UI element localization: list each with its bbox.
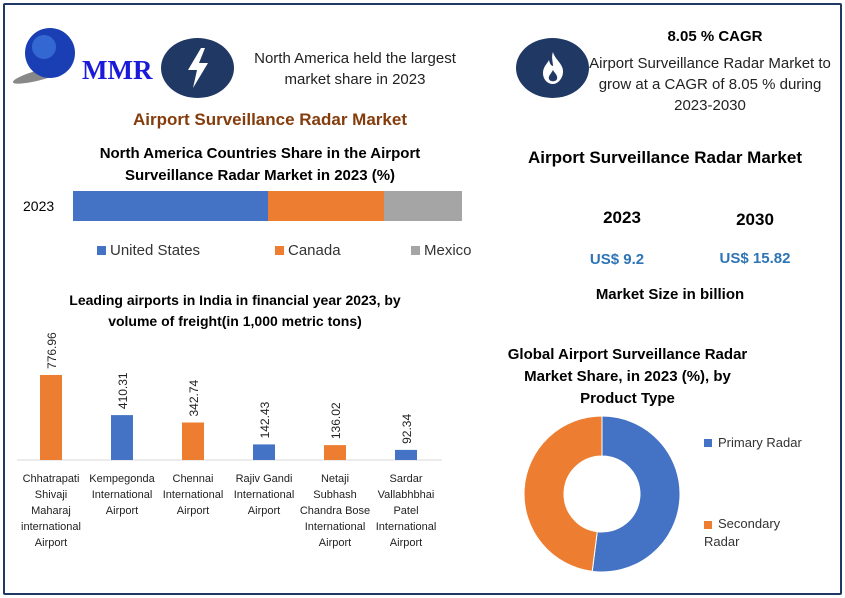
legend-label: Primary Radar	[718, 435, 802, 450]
market-size-caption: Market Size in billion	[595, 286, 745, 303]
value-2023: US$ 9.2	[589, 251, 645, 268]
year-2023: 2023	[603, 208, 641, 227]
data-label: 342.74	[187, 379, 201, 416]
airport-bar-chart: 776.96 Chhatrapati Shivaji Maharaj internati…	[17, 332, 442, 549]
category-label: Chennai International Airport	[163, 473, 224, 517]
legend-item-mexico: Mexico	[411, 242, 472, 259]
category-label: Chhatrapati Shivaji Maharaj international Ai…	[21, 473, 81, 549]
legend-label: United States	[110, 242, 201, 259]
legend-item-primary-radar: Primary Radar	[704, 435, 802, 450]
airport-chart-title: Leading airports in India in financial y…	[69, 292, 401, 329]
logo-text: MMR	[82, 55, 153, 85]
stacked-segment-united-states	[73, 191, 268, 221]
region-highlight-text: North America held the largest market sh…	[254, 50, 456, 88]
bar	[395, 449, 417, 460]
donut-slice-secondary-radar	[523, 415, 603, 572]
data-label: 410.31	[116, 372, 130, 409]
data-label: 136.02	[329, 402, 343, 439]
category-label: Kempegonda International Airport	[89, 473, 155, 517]
category-label: Sardar Vallabhbhai Patel International Airpo…	[376, 473, 437, 549]
donut-chart	[523, 415, 681, 573]
donut-chart-title: Global Airport Surveillance Radar Market…	[507, 346, 748, 407]
stacked-y-label: 2023	[23, 198, 55, 214]
globe-icon	[12, 28, 75, 84]
stacked-bar	[73, 191, 462, 221]
legend-item-secondary-radar: Secondary Radar	[704, 515, 794, 551]
year-2030: 2030	[736, 210, 774, 229]
stacked-segment-mexico	[384, 191, 462, 221]
main-title: Airport Surveillance Radar Market	[133, 110, 407, 129]
bar	[111, 415, 133, 460]
stacked-legend: United States Canada Mexico	[97, 242, 477, 260]
stacked-segment-canada	[267, 191, 385, 221]
bar	[40, 374, 62, 460]
donut-slice-primary-radar	[591, 415, 681, 573]
flame-icon	[516, 38, 589, 98]
value-2030: US$ 15.82	[719, 250, 791, 267]
data-label: 142.43	[258, 401, 272, 438]
data-label: 92.34	[400, 414, 414, 444]
bar	[324, 445, 346, 460]
stacked-chart-title: North America Countries Share in the Air…	[99, 145, 421, 184]
legend-label: Canada	[288, 242, 341, 259]
market-size-title: Airport Surveillance Radar Market	[528, 148, 802, 167]
category-label: Netaji Subhash Chandra Bose International Ai…	[300, 473, 370, 549]
legend-label: Mexico	[424, 242, 472, 259]
cagr-text: Airport Surveillance Radar Market to gro…	[589, 55, 831, 114]
data-label: 776.96	[45, 332, 59, 369]
mmr-logo: MMR	[10, 25, 153, 85]
cagr-title: 8.05 % CAGR	[667, 28, 763, 45]
page-frame	[3, 3, 842, 595]
lightning-icon	[161, 38, 234, 98]
category-label: Rajiv Gandi International Airport	[234, 473, 295, 517]
legend-item-canada: Canada	[275, 242, 341, 259]
bar	[182, 422, 204, 460]
legend-label: Secondary Radar	[704, 516, 781, 549]
legend-item-united-states: United States	[97, 242, 200, 259]
bar	[253, 444, 275, 460]
